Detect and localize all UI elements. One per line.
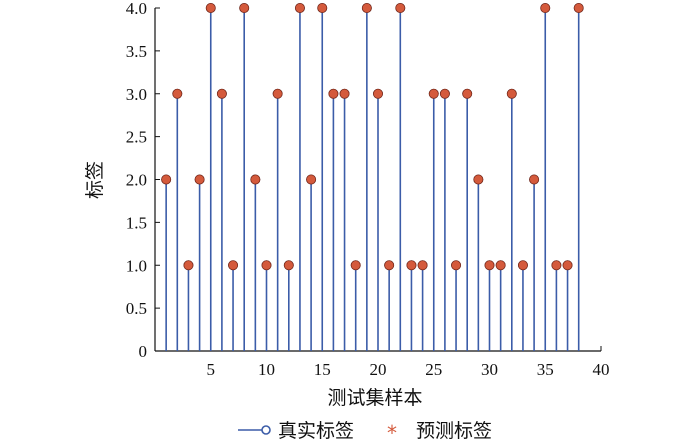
x-tick-label: 5 [207, 360, 216, 379]
predicted-label-point [361, 3, 372, 13]
predicted-label-point [216, 88, 227, 99]
x-axis: 5 10 15 20 25 30 35 40 [155, 346, 610, 379]
predicted-label-point [473, 174, 484, 185]
predicted-label-point [495, 260, 506, 271]
predicted-label-points [161, 3, 584, 271]
predicted-label-point [439, 88, 450, 99]
predicted-label-point [283, 260, 294, 271]
predicted-label-point [462, 88, 473, 99]
legend: 真实标签 * 预测标签 [238, 420, 492, 442]
predicted-label-point [428, 88, 439, 99]
legend-pred-label: 预测标签 [416, 420, 492, 442]
legend-pred-symbol: * [387, 421, 397, 442]
predicted-label-point [529, 174, 540, 185]
predicted-label-point [484, 260, 495, 271]
predicted-label-point [161, 174, 172, 185]
predicted-label-point [573, 3, 584, 13]
predicted-label-point [328, 88, 339, 99]
predicted-label-point [272, 88, 283, 99]
x-tick-label: 20 [370, 360, 387, 379]
x-tick-label: 30 [481, 360, 498, 379]
predicted-label-point [406, 260, 417, 271]
predicted-label-point [517, 260, 528, 271]
predicted-label-point [451, 260, 462, 271]
predicted-label-point [384, 260, 395, 271]
predicted-label-point [350, 260, 361, 271]
y-tick-label: 2.0 [126, 171, 147, 190]
predicted-label-point [306, 174, 317, 185]
predicted-label-point [172, 88, 183, 99]
y-tick-label: 1.0 [126, 256, 147, 275]
predicted-label-point [562, 260, 573, 271]
predicted-label-point [294, 3, 305, 13]
predicted-label-point [551, 260, 562, 271]
predicted-label-point [339, 88, 350, 99]
predicted-label-point [372, 88, 383, 99]
y-axis-title: 标签 [84, 161, 106, 199]
predicted-label-point [317, 3, 328, 13]
x-tick-label: 15 [314, 360, 331, 379]
true-label-stems [161, 3, 584, 351]
y-tick-label: 0.5 [126, 299, 147, 318]
predicted-label-point [194, 174, 205, 185]
legend-true-label: 真实标签 [278, 420, 354, 442]
predicted-label-point [250, 174, 261, 185]
y-axis: 0 0.5 1.0 1.5 2.0 2.5 3.0 3.5 4.0 [126, 0, 160, 361]
x-axis-title: 测试集样本 [327, 387, 422, 409]
predicted-label-point [239, 3, 250, 13]
predicted-label-point [395, 3, 406, 13]
predicted-label-point [506, 88, 517, 99]
x-tick-label: 10 [258, 360, 275, 379]
y-tick-label: 1.5 [126, 213, 147, 232]
x-tick-label: 25 [425, 360, 442, 379]
predicted-label-point [417, 260, 428, 271]
legend-true-marker [261, 425, 271, 435]
y-tick-label: 4.0 [126, 0, 147, 18]
predicted-label-point [228, 260, 239, 271]
y-tick-label: 0 [139, 342, 148, 361]
x-tick-label: 35 [537, 360, 554, 379]
predicted-label-point [183, 260, 194, 271]
y-tick-label: 3.5 [126, 42, 147, 61]
predicted-label-point [540, 3, 551, 13]
y-tick-label: 2.5 [126, 128, 147, 147]
predicted-label-point [205, 3, 216, 13]
x-tick-label: 40 [593, 360, 610, 379]
predicted-label-point [261, 260, 272, 271]
y-tick-label: 3.0 [126, 85, 147, 104]
